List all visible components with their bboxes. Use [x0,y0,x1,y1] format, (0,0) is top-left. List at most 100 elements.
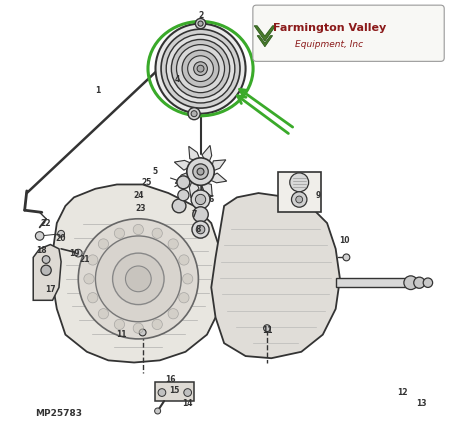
Circle shape [74,249,82,257]
Circle shape [168,308,178,319]
Text: Equipment, Inc: Equipment, Inc [295,40,363,48]
Circle shape [195,18,206,29]
Circle shape [191,190,210,209]
Circle shape [187,158,214,185]
FancyBboxPatch shape [253,5,444,61]
Polygon shape [189,146,201,161]
Circle shape [196,225,205,234]
Circle shape [192,221,209,238]
Text: 15: 15 [170,386,180,395]
Text: 16: 16 [165,375,176,384]
Circle shape [152,228,163,239]
Circle shape [133,224,144,235]
Circle shape [166,34,235,103]
Circle shape [114,319,125,329]
Circle shape [292,192,307,207]
Circle shape [194,62,208,76]
Text: 12: 12 [397,388,408,397]
Circle shape [42,256,50,263]
Circle shape [113,253,164,305]
Circle shape [152,319,163,329]
Bar [278,172,320,212]
Circle shape [161,29,240,108]
Circle shape [343,254,350,261]
Circle shape [184,389,191,396]
Circle shape [98,239,109,249]
Polygon shape [174,160,193,170]
Text: 7: 7 [191,210,197,219]
Circle shape [182,50,219,87]
Text: 4: 4 [174,75,180,84]
Text: MP25783: MP25783 [36,409,82,418]
Circle shape [290,173,309,192]
Bar [336,278,421,287]
Circle shape [197,65,204,72]
Text: 2: 2 [198,11,203,19]
Circle shape [95,236,181,322]
Circle shape [155,408,161,414]
Circle shape [188,108,200,120]
Circle shape [176,45,225,93]
Text: 6: 6 [209,195,214,204]
Circle shape [126,266,151,292]
Text: 25: 25 [142,178,152,187]
Circle shape [172,199,186,213]
Text: 20: 20 [56,234,66,242]
Bar [155,382,194,401]
Polygon shape [257,36,273,47]
Circle shape [414,277,425,288]
Text: 22: 22 [41,219,51,227]
Circle shape [84,274,94,284]
Circle shape [296,196,302,203]
Circle shape [88,293,98,303]
Circle shape [404,276,418,290]
Text: 11: 11 [262,326,272,335]
Circle shape [178,190,189,201]
Circle shape [197,168,204,175]
Circle shape [179,255,189,265]
Circle shape [114,228,125,239]
Circle shape [41,265,51,275]
Circle shape [264,325,271,332]
Polygon shape [211,193,340,358]
Polygon shape [189,179,199,198]
Circle shape [158,389,166,396]
Polygon shape [208,173,227,183]
Text: 21: 21 [80,255,90,264]
Polygon shape [211,160,226,172]
Text: 11: 11 [116,330,127,339]
Text: 1: 1 [95,86,100,94]
Circle shape [198,21,203,26]
Circle shape [88,255,98,265]
Circle shape [155,24,246,114]
Polygon shape [53,184,224,363]
Circle shape [177,176,190,189]
Text: 13: 13 [416,399,427,408]
Circle shape [182,274,193,284]
Circle shape [188,56,213,82]
Circle shape [168,239,178,249]
Text: 19: 19 [69,249,79,257]
Circle shape [191,111,197,117]
Text: Farmington Valley: Farmington Valley [273,23,386,33]
Text: 5: 5 [153,167,158,176]
Polygon shape [201,182,212,197]
Text: 8: 8 [196,225,201,234]
Circle shape [139,329,146,336]
Circle shape [179,293,189,303]
Circle shape [172,39,230,98]
Circle shape [36,232,44,240]
Text: 14: 14 [182,399,193,408]
Circle shape [78,219,199,339]
Circle shape [423,278,433,287]
Circle shape [163,57,173,67]
Text: 24: 24 [133,191,144,199]
Polygon shape [33,245,61,300]
Circle shape [133,323,144,333]
Circle shape [193,164,208,179]
Circle shape [195,194,206,205]
Circle shape [98,308,109,319]
Text: 18: 18 [36,247,47,255]
Text: 9: 9 [316,191,321,199]
Polygon shape [175,172,190,183]
